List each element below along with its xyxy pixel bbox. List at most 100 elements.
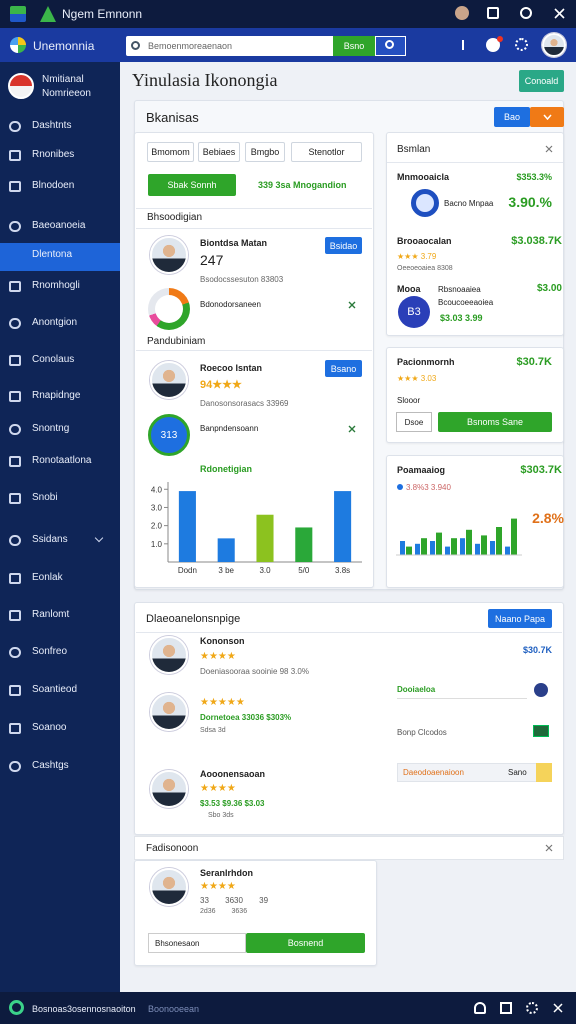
summary-label: Bacno Mnpaa [444, 199, 494, 208]
nav-item[interactable]: Rnapidnge [32, 390, 81, 401]
bottom-status: Boonooeean [148, 1004, 200, 1014]
search-button[interactable]: Bsno [333, 36, 375, 56]
y-tick-label: 2.0 [151, 522, 163, 531]
nav-icon [9, 281, 21, 292]
refresh-icon[interactable] [520, 7, 532, 19]
search-action-button[interactable]: Sbak Sonnh [148, 174, 236, 196]
user-icon[interactable] [455, 6, 469, 20]
bar [400, 541, 405, 555]
filter-chip[interactable]: Bmomom [147, 142, 194, 162]
nav-icon [9, 685, 21, 696]
filter-toggle[interactable] [536, 763, 552, 782]
nav-item[interactable]: Cashtgs [32, 760, 69, 771]
nav-item[interactable]: Snontng [32, 423, 70, 434]
submit-button[interactable]: Bsnoms Sane [438, 412, 552, 432]
nav-item[interactable]: Rnomhogli [32, 280, 80, 291]
bar [466, 529, 472, 555]
action-text[interactable]: 339 3sa Mnogandion [258, 180, 347, 190]
nav-item[interactable]: Eonlak [32, 572, 63, 583]
bottom-icon[interactable] [500, 1002, 512, 1014]
nav-item[interactable]: Rnonibes [32, 149, 75, 160]
avatar [150, 693, 188, 731]
bar [505, 546, 510, 555]
nav-item[interactable]: Snobi [32, 492, 58, 503]
section-dropdown[interactable] [530, 107, 564, 127]
nav-icon [9, 610, 21, 621]
summary-label: Brooaocalan [397, 236, 452, 246]
section-button[interactable]: Bao [494, 107, 530, 127]
filter-chip[interactable]: Bmgbo [245, 142, 285, 162]
input[interactable]: Dsoe [396, 412, 432, 432]
rating: ★★★★ [200, 881, 236, 892]
nav-item[interactable]: Sonfreo [32, 646, 68, 657]
nav-item[interactable]: Soantieod [32, 684, 78, 695]
bar [217, 538, 235, 562]
user-avatar[interactable] [542, 33, 566, 57]
badge-circle: 313 [148, 414, 190, 456]
nav-item[interactable]: Anontgion [32, 317, 78, 328]
bar [421, 538, 427, 555]
row-close[interactable] [348, 425, 356, 433]
filter-chip[interactable]: Bebiaes [198, 142, 240, 162]
x-tick-label: 3.0 [259, 566, 271, 575]
rating: 94★★★ [200, 379, 242, 391]
menu-icon[interactable] [462, 40, 470, 50]
nav-item[interactable]: Ssidans [32, 534, 68, 545]
group-title: Pandubiniam [147, 336, 206, 347]
page-title: Yinulasia Ikonongia [132, 70, 278, 90]
bottom-text: Bosnoas3osennosnaoiton [32, 1004, 136, 1014]
nav-icon [9, 493, 21, 504]
bar [436, 532, 442, 555]
bar [490, 541, 495, 555]
growth-card [386, 455, 564, 588]
divider [136, 228, 372, 229]
bottom-icon[interactable] [474, 1002, 486, 1014]
nav-icon [9, 391, 21, 402]
bar [445, 546, 450, 555]
row-close[interactable] [348, 301, 356, 309]
panel-title: Fadisonoon [146, 843, 199, 854]
detail-input[interactable]: Bhsonesaon [148, 933, 246, 953]
bar [178, 491, 196, 562]
bottom-icon[interactable] [526, 1002, 538, 1014]
card-value: $303.7K [520, 464, 562, 476]
nav-item[interactable]: Conolaus [32, 354, 75, 365]
nav-item[interactable]: Soanoo [32, 722, 67, 733]
nav-item[interactable]: Dashtnts [32, 120, 72, 131]
x-tick-label: 3 be [218, 566, 234, 575]
nav-item[interactable]: Ranlomt [32, 609, 70, 620]
panel-close[interactable] [545, 844, 553, 852]
bottom-close[interactable] [553, 1003, 563, 1013]
notification-icon[interactable] [486, 38, 500, 52]
panel-button[interactable]: Naano Papa [488, 609, 552, 628]
y-tick-label: 4.0 [151, 485, 163, 494]
window-title: Ngem Emnonn [62, 7, 143, 21]
rating: ★★★★ [200, 651, 236, 662]
badge-icon: B3 [398, 296, 430, 328]
sidebar [0, 62, 120, 992]
row-button[interactable]: Bsano [325, 360, 362, 377]
top-action-button[interactable]: Conoald [519, 70, 564, 92]
profile-subtitle: Nomrieeon [42, 88, 91, 99]
nav-icon [9, 761, 21, 772]
row-button[interactable]: Bsidao [325, 237, 362, 254]
nav-icon [9, 573, 21, 584]
row-meta: $3.53 $9.36 $3.03 [200, 799, 265, 808]
settings-icon[interactable] [515, 38, 528, 51]
close-button[interactable] [554, 8, 565, 19]
window-icon[interactable] [487, 7, 499, 19]
divider [136, 208, 372, 209]
filter-dropdown[interactable]: Stenotlor [291, 142, 362, 162]
search-glyph [131, 41, 140, 50]
nav-item[interactable]: Dlentona [32, 249, 73, 260]
nav-item[interactable]: Baeoanoeia [32, 220, 86, 231]
search-input[interactable] [126, 36, 334, 56]
avatar [150, 361, 188, 399]
detail-button[interactable]: Bosnend [246, 933, 365, 953]
card-close[interactable] [545, 145, 553, 153]
chevron [542, 114, 552, 120]
nav-item[interactable]: Ronotaatlona [32, 455, 92, 466]
nav-item[interactable]: Blnodoen [32, 180, 75, 191]
row-label: Bdonodorsaneen [200, 300, 261, 309]
